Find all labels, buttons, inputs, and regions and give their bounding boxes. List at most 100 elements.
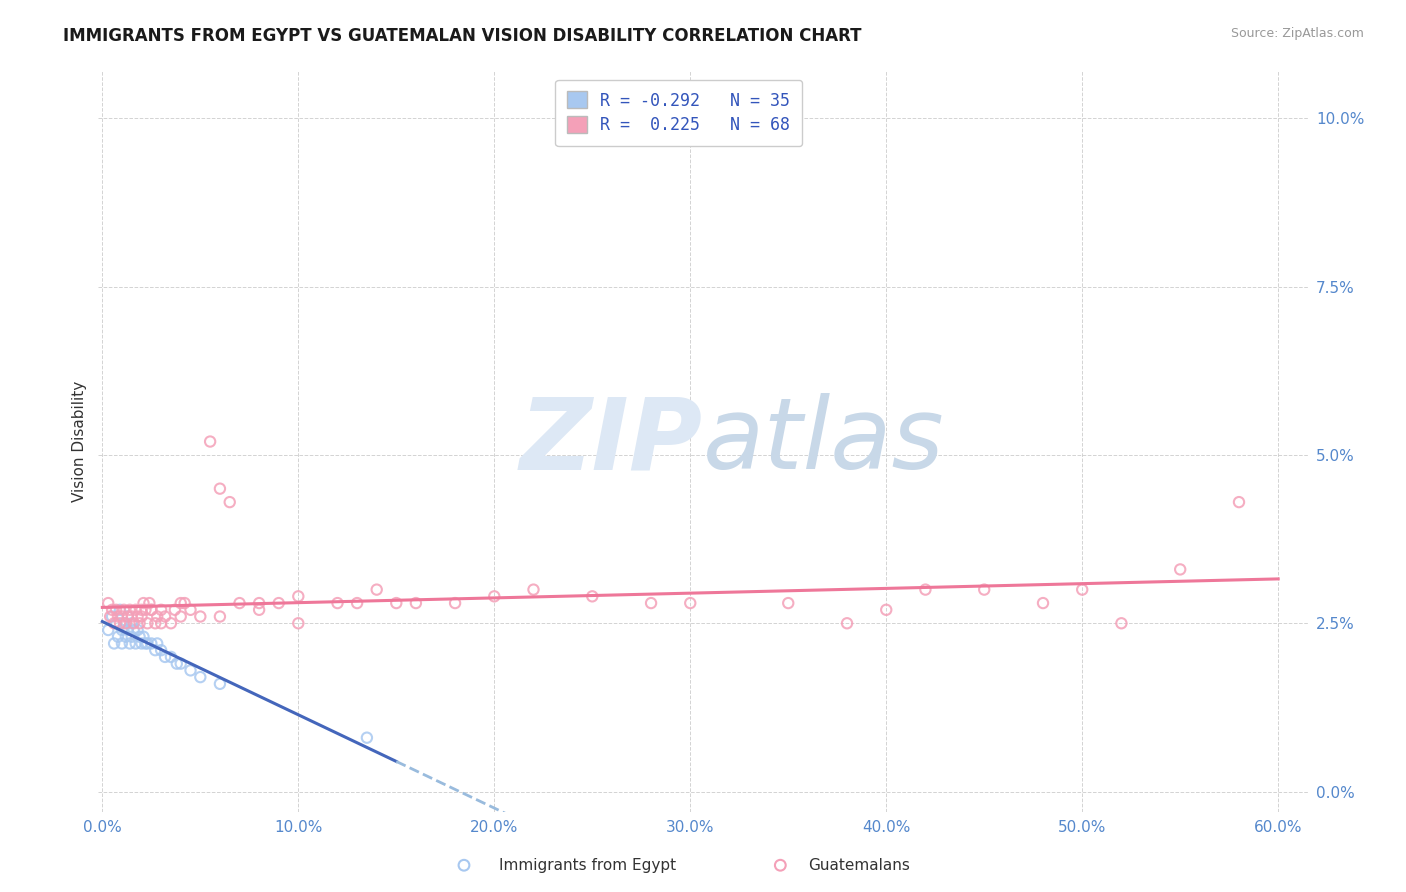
Point bbox=[522, 582, 544, 597]
Point bbox=[356, 731, 378, 745]
Point bbox=[160, 616, 183, 631]
Point bbox=[146, 609, 169, 624]
Point bbox=[107, 609, 129, 624]
Point bbox=[170, 657, 193, 671]
Point bbox=[141, 636, 163, 650]
Point bbox=[170, 596, 193, 610]
Point bbox=[778, 596, 800, 610]
Point bbox=[267, 596, 290, 610]
Point bbox=[127, 623, 149, 637]
Point bbox=[115, 630, 138, 644]
Point bbox=[208, 677, 231, 691]
Point bbox=[1032, 596, 1054, 610]
Point bbox=[103, 616, 125, 631]
Point bbox=[111, 609, 134, 624]
Point bbox=[131, 609, 153, 624]
Point bbox=[173, 596, 195, 610]
Point bbox=[112, 616, 135, 631]
Point bbox=[1111, 616, 1133, 631]
Point bbox=[117, 623, 139, 637]
Point bbox=[326, 596, 349, 610]
Point bbox=[128, 616, 150, 631]
Point bbox=[141, 603, 163, 617]
Point bbox=[141, 603, 163, 617]
Point bbox=[198, 434, 221, 449]
Point bbox=[346, 596, 368, 610]
Point bbox=[150, 643, 173, 657]
Point bbox=[101, 603, 124, 617]
Point bbox=[138, 596, 160, 610]
Point bbox=[111, 623, 134, 637]
Point bbox=[105, 616, 128, 631]
Point bbox=[108, 616, 131, 631]
Point bbox=[484, 590, 506, 604]
Point bbox=[875, 603, 897, 617]
Point bbox=[679, 596, 702, 610]
Point bbox=[127, 609, 149, 624]
Point bbox=[385, 596, 408, 610]
Point bbox=[150, 603, 173, 617]
Point bbox=[132, 596, 155, 610]
Point bbox=[769, 858, 792, 872]
Point bbox=[218, 495, 240, 509]
Point bbox=[111, 636, 134, 650]
Point bbox=[166, 657, 188, 671]
Point bbox=[131, 603, 153, 617]
Point bbox=[180, 603, 202, 617]
Point bbox=[153, 649, 176, 664]
Point bbox=[444, 596, 467, 610]
Point bbox=[247, 603, 270, 617]
Point bbox=[132, 630, 155, 644]
Point bbox=[124, 636, 146, 650]
Point bbox=[188, 609, 211, 624]
Point bbox=[122, 616, 145, 631]
Text: Immigrants from Egypt: Immigrants from Egypt bbox=[499, 858, 676, 872]
Point bbox=[170, 609, 193, 624]
Point bbox=[108, 603, 131, 617]
Point bbox=[405, 596, 427, 610]
Point bbox=[128, 630, 150, 644]
Point bbox=[122, 623, 145, 637]
Point bbox=[208, 482, 231, 496]
Text: ZIP: ZIP bbox=[520, 393, 703, 490]
Point bbox=[118, 603, 141, 617]
Point bbox=[103, 636, 125, 650]
Point bbox=[97, 623, 120, 637]
Point bbox=[1071, 582, 1094, 597]
Point bbox=[121, 630, 143, 644]
Point bbox=[131, 636, 153, 650]
Point bbox=[835, 616, 858, 631]
Point bbox=[153, 609, 176, 624]
Point bbox=[117, 609, 139, 624]
Point bbox=[97, 596, 120, 610]
Point bbox=[188, 670, 211, 684]
Point bbox=[247, 596, 270, 610]
Point bbox=[136, 616, 159, 631]
Point bbox=[143, 616, 166, 631]
Legend: R = -0.292   N = 35, R =  0.225   N = 68: R = -0.292 N = 35, R = 0.225 N = 68 bbox=[555, 79, 803, 146]
Point bbox=[143, 643, 166, 657]
Point bbox=[150, 616, 173, 631]
Point bbox=[117, 609, 139, 624]
Point bbox=[118, 636, 141, 650]
Point bbox=[98, 609, 121, 624]
Point bbox=[105, 603, 128, 617]
Point bbox=[228, 596, 250, 610]
Point bbox=[287, 616, 309, 631]
Point bbox=[366, 582, 388, 597]
Point bbox=[121, 609, 143, 624]
Point bbox=[134, 603, 156, 617]
Point bbox=[208, 609, 231, 624]
Point bbox=[121, 616, 143, 631]
Text: Source: ZipAtlas.com: Source: ZipAtlas.com bbox=[1230, 27, 1364, 40]
Text: IMMIGRANTS FROM EGYPT VS GUATEMALAN VISION DISABILITY CORRELATION CHART: IMMIGRANTS FROM EGYPT VS GUATEMALAN VISI… bbox=[63, 27, 862, 45]
Text: atlas: atlas bbox=[703, 393, 945, 490]
Point bbox=[287, 590, 309, 604]
Point bbox=[124, 603, 146, 617]
Point bbox=[107, 630, 129, 644]
Point bbox=[1227, 495, 1250, 509]
Point bbox=[1168, 562, 1191, 576]
Point bbox=[973, 582, 995, 597]
Point bbox=[136, 636, 159, 650]
Point bbox=[115, 616, 138, 631]
